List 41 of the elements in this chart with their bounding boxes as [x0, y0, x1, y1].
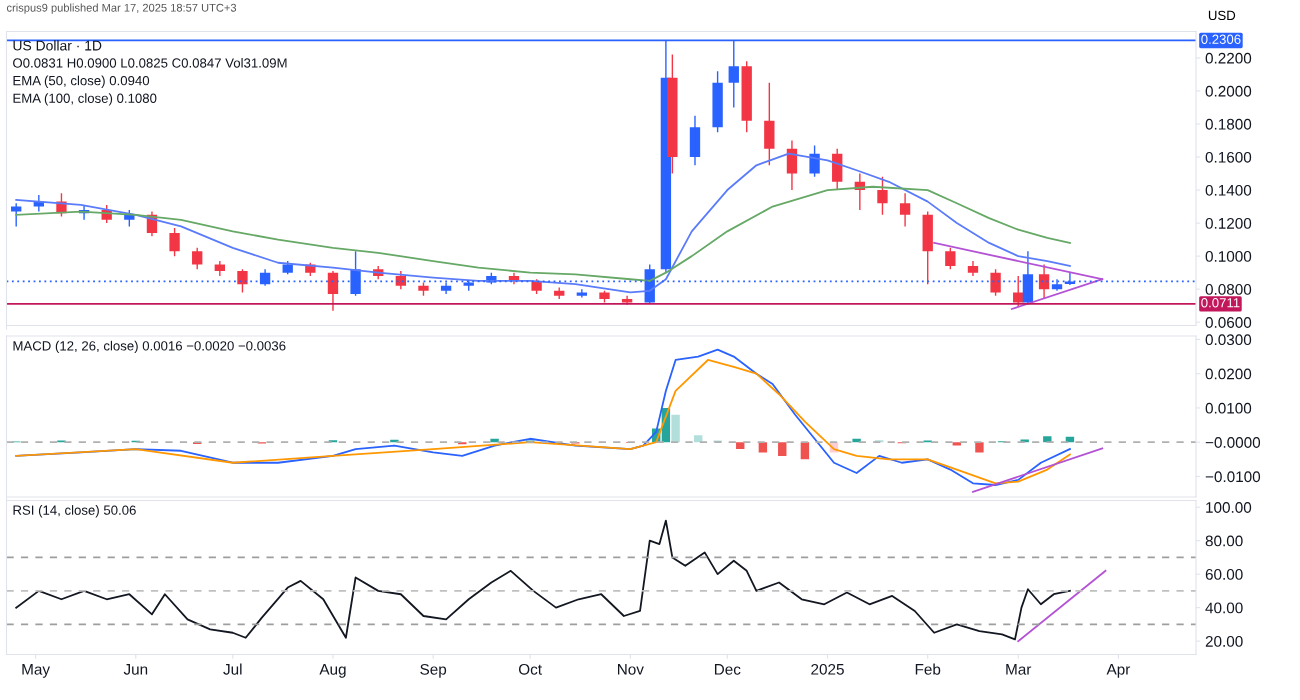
x-tick-label: Nov: [618, 664, 644, 675]
y-tick-label: 100.00: [1206, 502, 1252, 513]
x-tick-label: Feb: [915, 663, 941, 675]
annotation: RSI (14, close) 50.06: [13, 505, 136, 518]
x-tick-label: May: [22, 664, 50, 678]
y-tick-label: 0.1400: [1205, 184, 1252, 196]
ref-line-label: 0.2306: [1201, 34, 1241, 44]
x-tick-label: Aug: [319, 664, 346, 678]
y-tick-label: −0.0000: [1205, 437, 1261, 448]
y-tick-label: 20.00: [1205, 635, 1243, 647]
y-tick-label: 0.0300: [1205, 334, 1252, 346]
annotation: O0.0831 H0.0900 L0.0825 C0.0847 Vol31.09M: [13, 57, 287, 68]
y-tick-label: 0.0600: [1205, 317, 1252, 328]
y-tick-label: 0.1000: [1205, 251, 1252, 262]
y-tick-label: 40.00: [1205, 602, 1243, 614]
x-tick-label: Apr: [1106, 664, 1131, 678]
annotation: EMA (50, close) 0.0940: [13, 75, 150, 88]
x-tick-label: Jun: [123, 664, 148, 675]
y-tick-label: −0.0100: [1205, 471, 1261, 483]
y-tick-label: 0.1600: [1205, 151, 1252, 163]
x-tick-label: Oct: [518, 663, 542, 675]
x-tick-label: Sep: [420, 663, 447, 678]
chart-subtitle: crispus9 published Mar 17, 2025 18:57 UTC+3: [6, 3, 237, 14]
x-tick-label: Mar: [1006, 664, 1032, 675]
y-tick-label: 0.2000: [1205, 85, 1252, 97]
x-tick-label: Jul: [223, 663, 242, 675]
y-tick-label: 0.2200: [1205, 52, 1252, 64]
y-tick-label: 60.00: [1205, 569, 1243, 580]
y-axis-title: USD: [1208, 10, 1236, 21]
y-tick-label: 80.00: [1205, 535, 1243, 547]
annotation: EMA (100, close) 0.1080: [13, 93, 157, 106]
x-tick-label: 2025: [811, 663, 844, 675]
y-tick-label: 0.1800: [1205, 118, 1252, 130]
annotation: MACD (12, 26, close) 0.0016 −0.0020 −0.0036: [13, 340, 286, 354]
text: US Dollar · 1D: [13, 40, 102, 51]
y-tick-label: 0.0800: [1205, 284, 1252, 295]
x-tick-label: Dec: [714, 664, 741, 675]
y-tick-label: 0.0200: [1205, 368, 1252, 380]
y-tick-label: 0.1200: [1205, 217, 1252, 229]
y-tick-label: 0.0100: [1205, 402, 1252, 414]
ref-line-label: 0.0711: [1201, 298, 1240, 308]
